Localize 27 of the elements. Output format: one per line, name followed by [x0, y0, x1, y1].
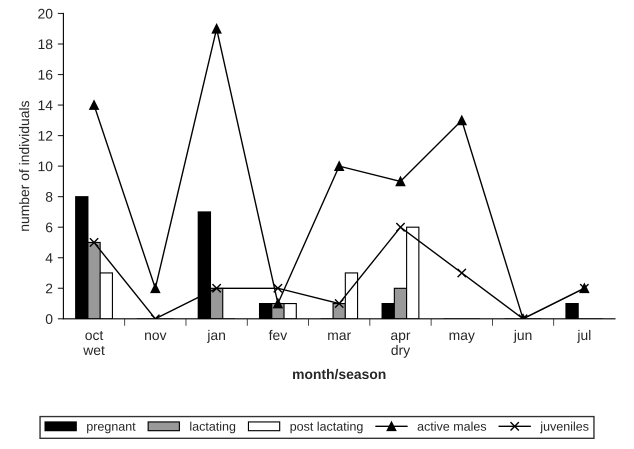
- y-tick-label: 20: [38, 8, 52, 19]
- y-tick-label: 2: [46, 284, 52, 294]
- y-tick-label: 10: [38, 161, 52, 172]
- legend-label: pregnant: [87, 422, 136, 434]
- x-tick-label: jan: [207, 330, 225, 343]
- legend-label: post lactating: [290, 422, 363, 434]
- x-tick-label: nov: [145, 332, 166, 340]
- y-tick-label: 4: [46, 253, 53, 263]
- legend-label: juveniles: [540, 422, 588, 434]
- y-tick-label: 8: [46, 192, 52, 202]
- y-tick-label: 18: [38, 39, 52, 50]
- y-tick-label: 12: [38, 130, 52, 141]
- x-tick-label: jun: [513, 330, 532, 343]
- x-axis-title: month/season: [293, 368, 386, 380]
- y-tick-label: 16: [38, 70, 52, 80]
- x-tick-label: apr dry: [391, 332, 410, 358]
- y-tick-label: 14: [38, 100, 53, 110]
- x-tick-label: fev: [268, 330, 288, 340]
- x-tick-label: mar: [328, 332, 351, 340]
- x-tick-label: jul: [577, 330, 590, 343]
- y-tick-label: 0: [46, 314, 52, 324]
- x-tick-label: may: [450, 332, 475, 343]
- legend-label: lactating: [190, 422, 236, 434]
- legend-label: active males: [418, 422, 486, 431]
- y-axis-title: number of individuals: [19, 101, 30, 231]
- x-tick-label: oct wet: [83, 330, 105, 356]
- y-tick-label: 6: [46, 222, 52, 232]
